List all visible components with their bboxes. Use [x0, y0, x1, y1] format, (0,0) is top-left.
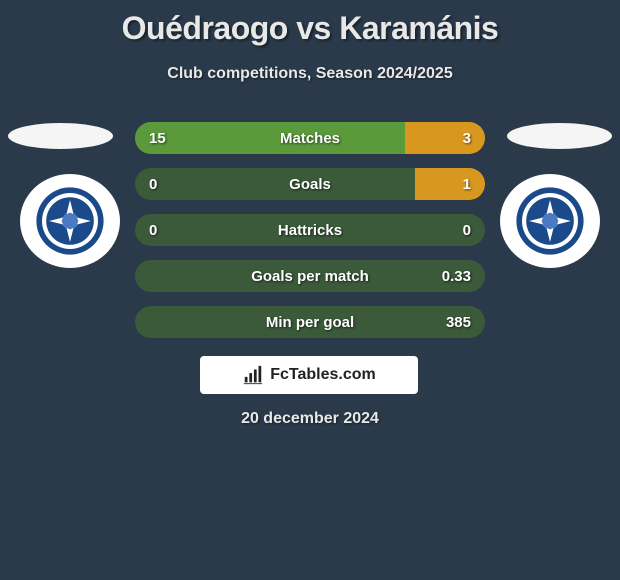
site-logo[interactable]: FcTables.com [200, 356, 418, 394]
stat-row: Min per goal385 [135, 306, 485, 338]
flag-left [8, 123, 113, 149]
bar-chart-icon [242, 364, 264, 386]
club-crest-icon [35, 186, 105, 256]
flag-right [507, 123, 612, 149]
stat-label: Min per goal [135, 314, 485, 331]
stat-value-right: 0.33 [442, 268, 471, 285]
club-crest-icon [515, 186, 585, 256]
stat-row: 0Hattricks0 [135, 214, 485, 246]
date-label: 20 december 2024 [0, 410, 620, 428]
stat-value-right: 385 [446, 314, 471, 331]
stat-label: Goals [135, 176, 485, 193]
stat-value-right: 1 [463, 176, 471, 193]
stat-row: 15Matches3 [135, 122, 485, 154]
stat-value-right: 0 [463, 222, 471, 239]
stat-value-right: 3 [463, 130, 471, 147]
team-badge-right [500, 174, 600, 268]
stat-label: Matches [135, 130, 485, 147]
stat-row: 0Goals1 [135, 168, 485, 200]
stat-label: Hattricks [135, 222, 485, 239]
stat-row: Goals per match0.33 [135, 260, 485, 292]
page-title: Ouédraogo vs Karamánis [0, 0, 620, 47]
subtitle: Club competitions, Season 2024/2025 [0, 65, 620, 83]
team-badge-left [20, 174, 120, 268]
stat-label: Goals per match [135, 268, 485, 285]
site-logo-text: FcTables.com [270, 366, 376, 384]
stats-container: 15Matches30Goals10Hattricks0Goals per ma… [135, 122, 485, 352]
